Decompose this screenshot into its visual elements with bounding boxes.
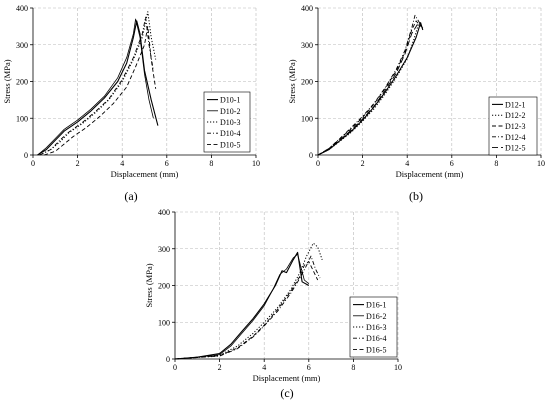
x-tick-label: 2 bbox=[361, 159, 365, 168]
legend-box bbox=[349, 296, 398, 358]
legend-label: D10-4 bbox=[220, 129, 240, 138]
x-tick-label: 4 bbox=[405, 159, 409, 168]
series-line-d10-5 bbox=[43, 25, 157, 156]
x-tick-label: 6 bbox=[450, 159, 454, 168]
y-tick-label: 100 bbox=[158, 318, 170, 327]
x-tick-label: 0 bbox=[316, 159, 320, 168]
y-tick-label: 200 bbox=[158, 282, 170, 291]
x-tick-label: 6 bbox=[165, 159, 169, 168]
legend-label: D16-2 bbox=[366, 312, 386, 321]
y-axis-label: Stress (MPa) bbox=[2, 59, 12, 103]
y-tick-label: 400 bbox=[158, 208, 170, 217]
series-line-d16-1 bbox=[174, 251, 310, 360]
legend-label: D12-4 bbox=[505, 133, 525, 142]
y-tick-label: 200 bbox=[301, 78, 313, 87]
x-tick-label: 2 bbox=[218, 363, 222, 372]
y-tick-label: 300 bbox=[16, 41, 28, 50]
x-tick-label: 8 bbox=[494, 159, 498, 168]
series-line-d12-4 bbox=[317, 14, 421, 156]
legend-label: D10-3 bbox=[220, 118, 240, 127]
series-line-d10-1 bbox=[37, 20, 159, 156]
y-tick-label: 0 bbox=[166, 355, 170, 364]
legend-label: D10-5 bbox=[220, 140, 240, 149]
series-line-d12-2 bbox=[317, 24, 424, 156]
x-tick-label: 10 bbox=[252, 159, 260, 168]
y-tick-label: 200 bbox=[16, 78, 28, 87]
x-tick-label: 10 bbox=[394, 363, 402, 372]
y-tick-label: 100 bbox=[301, 114, 313, 123]
y-tick-label: 400 bbox=[301, 4, 313, 13]
x-tick-label: 2 bbox=[76, 159, 80, 168]
x-axis-label: Displacement (mm) bbox=[396, 169, 464, 179]
x-tick-label: 0 bbox=[173, 363, 177, 372]
y-tick-label: 0 bbox=[309, 151, 313, 160]
series-line-d12-3 bbox=[317, 20, 421, 156]
x-axis-label: Displacement (mm) bbox=[111, 169, 179, 179]
series-line-d16-5 bbox=[174, 261, 319, 360]
legend-label: D12-3 bbox=[505, 122, 525, 131]
series-line-d10-4 bbox=[39, 16, 154, 156]
x-tick-label: 8 bbox=[351, 363, 355, 372]
legend-label: D10-2 bbox=[220, 107, 240, 116]
legend-box bbox=[203, 91, 251, 153]
legend-label: D12-2 bbox=[505, 111, 525, 120]
x-tick-label: 10 bbox=[537, 159, 545, 168]
legend-label: D12-1 bbox=[505, 100, 525, 109]
y-tick-label: 400 bbox=[16, 4, 28, 13]
y-tick-label: 0 bbox=[24, 151, 28, 160]
legend-label: D16-3 bbox=[366, 323, 386, 332]
legend: D12-1 D12-2 D12-3 D12-4 D12-5 bbox=[488, 96, 538, 156]
x-tick-label: 4 bbox=[120, 159, 124, 168]
series-line-d16-2 bbox=[174, 253, 310, 360]
series-line-d16-3 bbox=[174, 242, 323, 360]
series-line-d10-2 bbox=[37, 18, 154, 156]
series-line-d16-4 bbox=[174, 255, 321, 360]
y-tick-label: 300 bbox=[301, 41, 313, 50]
series-line-d12-5 bbox=[317, 22, 424, 156]
legend-label: D12-5 bbox=[505, 144, 525, 153]
y-axis-label: Stress (MPa) bbox=[144, 263, 154, 307]
x-tick-label: 6 bbox=[307, 363, 311, 372]
y-tick-label: 300 bbox=[158, 245, 170, 254]
legend: D16-1 D16-2 D16-3 D16-4 D16-5 bbox=[349, 296, 398, 358]
legend: D10-1 D10-2 D10-3 D10-4 D10-5 bbox=[203, 91, 251, 153]
panel-label-a: (a) bbox=[124, 189, 137, 203]
x-tick-label: 8 bbox=[209, 159, 213, 168]
legend-label: D16-1 bbox=[366, 301, 386, 310]
legend-label: D10-1 bbox=[220, 96, 240, 105]
x-tick-label: 0 bbox=[31, 159, 35, 168]
panel-label-c: (c) bbox=[280, 386, 293, 400]
legend-label: D16-5 bbox=[366, 345, 386, 354]
y-tick-label: 100 bbox=[16, 114, 28, 123]
x-axis-label: Displacement (mm) bbox=[253, 373, 321, 383]
legend-label: D16-4 bbox=[366, 334, 386, 343]
x-tick-label: 4 bbox=[262, 363, 266, 372]
y-axis-label: Stress (MPa) bbox=[287, 59, 297, 103]
panel-label-b: (b) bbox=[409, 189, 423, 203]
series-line-d10-3 bbox=[39, 11, 157, 156]
legend-box bbox=[488, 96, 538, 156]
